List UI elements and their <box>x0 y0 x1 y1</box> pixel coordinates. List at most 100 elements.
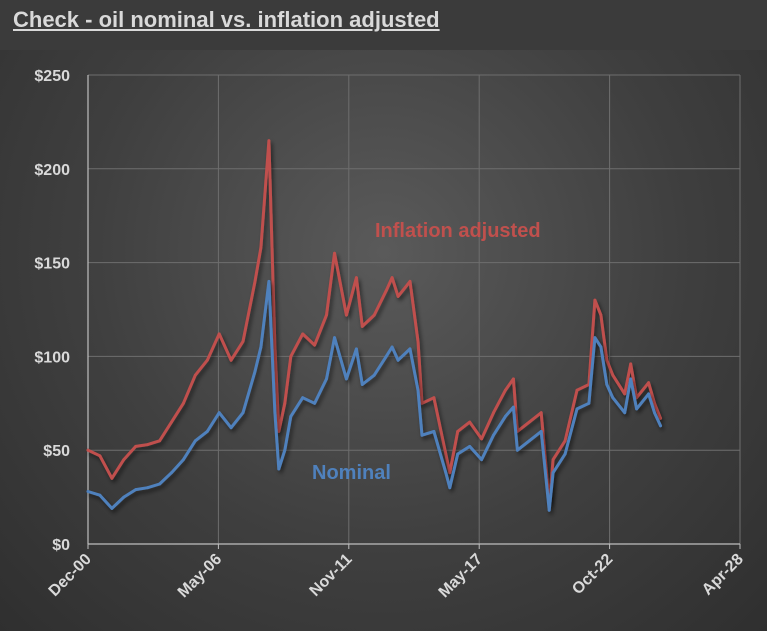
title-bar <box>0 0 767 50</box>
data-point-nominal <box>635 407 638 411</box>
data-point-nominal <box>611 396 615 400</box>
data-point-inflation-adjusted <box>539 411 543 415</box>
data-point-inflation-adjusted <box>563 439 567 443</box>
y-tick-label: $100 <box>34 349 70 366</box>
data-point-nominal <box>587 401 591 405</box>
data-point-nominal <box>416 388 420 392</box>
data-point-inflation-adjusted <box>355 276 358 279</box>
data-point-inflation-adjusted <box>277 430 281 433</box>
data-point-nominal <box>432 430 436 433</box>
data-point-inflation-adjusted <box>205 358 209 362</box>
data-point-inflation-adjusted <box>623 392 627 396</box>
data-point-nominal <box>253 370 257 373</box>
data-point-nominal <box>527 439 531 443</box>
data-point-inflation-adjusted <box>289 355 293 358</box>
data-point-nominal <box>599 345 603 349</box>
data-point-inflation-adjusted <box>217 332 221 336</box>
data-point-nominal <box>86 490 90 493</box>
x-tick-label: Dec-00 <box>46 551 95 600</box>
data-point-inflation-adjusted <box>182 401 185 405</box>
data-point-nominal <box>551 471 555 475</box>
data-point-nominal <box>355 347 358 351</box>
data-point-inflation-adjusted <box>390 276 394 279</box>
data-point-inflation-adjusted <box>456 430 460 433</box>
data-point-nominal <box>575 407 579 411</box>
data-point-nominal <box>444 471 448 475</box>
data-point-nominal <box>301 396 305 400</box>
data-point-nominal <box>512 405 515 409</box>
data-point-nominal <box>384 355 388 358</box>
axes <box>87 75 741 549</box>
data-point-nominal <box>390 345 394 349</box>
data-point-inflation-adjusted <box>629 362 633 366</box>
data-point-inflation-adjusted <box>396 295 400 298</box>
label-layer: $0 $50 $100 $150 $200 $250 Dec-00 May-06 Nov-11 M… <box>34 68 746 601</box>
data-point-nominal <box>170 471 173 475</box>
data-point-inflation-adjusted <box>333 251 336 255</box>
data-point-nominal <box>345 377 348 381</box>
data-point-inflation-adjusted <box>170 420 173 424</box>
data-point-inflation-adjusted <box>267 139 271 143</box>
data-point-nominal <box>372 373 376 377</box>
data-point-inflation-adjusted <box>384 289 388 293</box>
data-point-nominal <box>623 411 627 415</box>
data-point-inflation-adjusted <box>325 313 328 317</box>
data-point-nominal <box>158 482 162 486</box>
data-point-inflation-adjusted <box>98 454 102 458</box>
data-point-inflation-adjusted <box>313 343 316 347</box>
data-point-inflation-adjusted <box>345 313 348 317</box>
data-point-nominal <box>182 458 185 461</box>
data-point-nominal <box>448 486 452 490</box>
data-point-nominal <box>504 415 507 418</box>
data-point-nominal <box>193 439 197 443</box>
data-point-inflation-adjusted <box>504 388 507 392</box>
data-point-nominal <box>122 495 126 499</box>
data-point-nominal <box>593 336 597 339</box>
data-point-inflation-adjusted <box>416 340 420 343</box>
data-point-nominal <box>146 486 150 490</box>
data-point-nominal <box>98 493 102 497</box>
data-point-nominal <box>563 452 567 456</box>
data-point-nominal <box>396 358 400 362</box>
data-point-inflation-adjusted <box>599 313 603 317</box>
data-point-nominal <box>420 433 424 437</box>
data-point-inflation-adjusted <box>468 420 472 424</box>
y-tick-label: $50 <box>43 443 70 460</box>
data-point-inflation-adjusted <box>408 280 412 283</box>
data-point-nominal <box>283 448 287 452</box>
data-point-nominal <box>110 507 114 510</box>
data-point-nominal <box>277 467 281 471</box>
data-point-inflation-adjusted <box>372 313 376 317</box>
x-tick-label: Oct-22 <box>569 551 616 598</box>
series-layer <box>86 139 662 512</box>
data-point-inflation-adjusted <box>146 443 150 446</box>
data-point-nominal <box>360 383 364 386</box>
data-point-nominal <box>516 448 519 452</box>
data-point-nominal <box>539 430 543 433</box>
data-point-inflation-adjusted <box>653 401 656 405</box>
y-tick-label: $250 <box>34 68 70 85</box>
data-point-nominal <box>241 411 245 415</box>
data-point-nominal <box>456 452 460 456</box>
x-tick-label: May-17 <box>436 551 486 601</box>
data-point-inflation-adjusted <box>86 448 90 452</box>
series-line-inflation-adjusted <box>86 139 662 505</box>
data-point-inflation-adjusted <box>593 298 597 302</box>
data-point-inflation-adjusted <box>420 401 424 405</box>
data-point-inflation-adjusted <box>273 345 277 349</box>
y-tick-label: $0 <box>52 537 70 554</box>
data-point-inflation-adjusted <box>492 411 495 415</box>
data-point-inflation-adjusted <box>512 377 515 381</box>
data-point-inflation-adjusted <box>659 416 662 420</box>
data-point-nominal <box>659 424 662 428</box>
data-point-inflation-adjusted <box>360 325 364 328</box>
data-point-nominal <box>289 415 293 418</box>
data-point-nominal <box>647 392 650 396</box>
data-point-inflation-adjusted <box>229 358 233 362</box>
data-point-nominal <box>408 347 412 351</box>
x-tick-label: Nov-11 <box>307 551 356 600</box>
y-tick-label: $200 <box>34 162 70 179</box>
data-point-inflation-adjusted <box>605 358 609 362</box>
data-point-nominal <box>325 377 328 381</box>
